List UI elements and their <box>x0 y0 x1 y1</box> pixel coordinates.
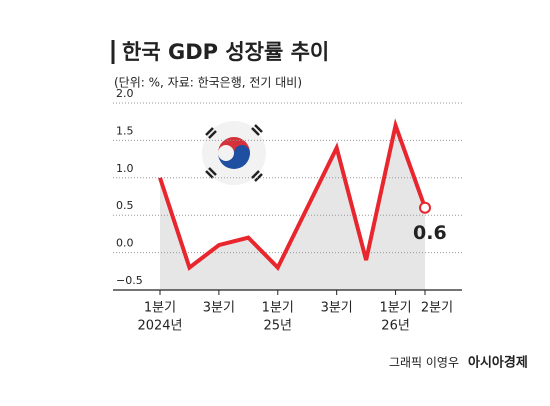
x-tick-label: 3분기 <box>203 301 235 316</box>
x-tick-label: 3분기 <box>321 301 353 316</box>
end-point <box>419 201 431 214</box>
x-tick-label: 1분기 <box>262 301 294 316</box>
x-tick-year: 25년 <box>264 319 293 334</box>
x-tick-label: 1분기 <box>144 301 176 316</box>
x-tick-label: 1분기 <box>379 301 411 316</box>
y-tick-label: 2.0 <box>116 87 134 100</box>
x-tick-year: 26년 <box>381 319 410 334</box>
chart-subtitle: (단위: %, 자료: 한국은행, 전기 대비) <box>114 75 302 90</box>
y-tick-label: 0.0 <box>116 237 134 250</box>
y-tick-label: 0.5 <box>116 199 134 212</box>
area <box>160 125 425 290</box>
y-tick-label: 1.5 <box>116 124 134 137</box>
credit: 그래픽 이영우 <box>389 356 459 370</box>
source-logo: 아시아경제 <box>468 355 528 371</box>
value-label: 0.6 <box>413 222 447 244</box>
flag-emblem <box>202 121 266 185</box>
chart-title: 한국 GDP 성장률 추이 <box>122 40 329 64</box>
x-tick-year: 2024년 <box>137 319 182 334</box>
y-tick-label: −0.5 <box>116 274 143 287</box>
line <box>158 118 427 271</box>
x-tick-label: 2분기 <box>421 301 453 316</box>
y-tick-label: 1.0 <box>116 162 134 175</box>
